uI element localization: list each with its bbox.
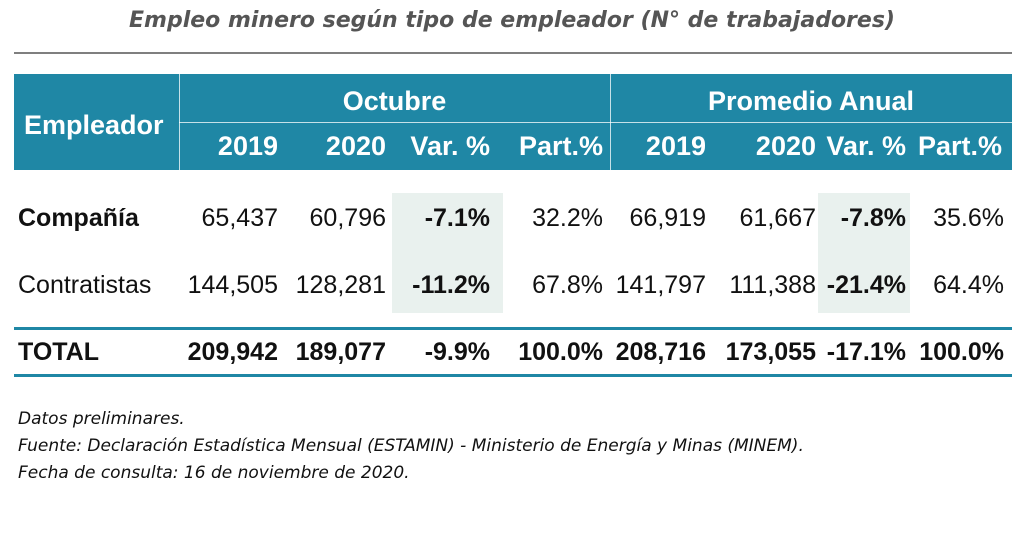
row-label: Compañía: [18, 204, 139, 232]
table-cell: 65,437: [201, 204, 278, 232]
table-cell: 208,716: [615, 338, 706, 366]
column-header: 2019: [645, 131, 706, 161]
table-cell: 100.0%: [518, 338, 603, 366]
table-cell: -7.1%: [424, 204, 490, 232]
column-header: 2019: [217, 131, 278, 161]
table-cell: 32.2%: [532, 204, 603, 232]
note-preliminary: Datos preliminares.: [18, 409, 185, 429]
column-header: Var. %: [410, 131, 490, 161]
footnotes: Datos preliminares. Fuente: Declaración …: [18, 406, 804, 487]
table-cell: 173,055: [725, 338, 816, 366]
note-query-date: Fecha de consulta: 16 de noviembre de 20…: [18, 463, 410, 483]
table-cell: 100.0%: [919, 338, 1004, 366]
table-cell: 141,797: [615, 271, 706, 299]
table-cell: 35.6%: [933, 204, 1004, 232]
row-label: TOTAL: [18, 338, 100, 366]
column-header: Part.%: [917, 131, 1002, 161]
table-cell: 60,796: [309, 204, 386, 232]
title-divider: [14, 52, 1012, 54]
table-cell: 111,388: [729, 271, 816, 299]
total-top-rule: [14, 327, 1012, 330]
highlight-var-promedio: [818, 193, 910, 313]
table-cell: 209,942: [187, 338, 278, 366]
table-cell: -21.4%: [826, 271, 906, 299]
note-source: Fuente: Declaración Estadística Mensual …: [18, 436, 804, 456]
header-row-label: Empleador: [24, 110, 164, 140]
table-cell: -11.2%: [412, 271, 490, 299]
column-group-octubre: Octubre: [342, 86, 447, 116]
column-header: Var. %: [826, 131, 906, 161]
table-cell: 144,505: [187, 271, 278, 299]
table-cell: 128,281: [295, 271, 386, 299]
table-cell: -9.9%: [424, 338, 490, 366]
column-header: 2020: [755, 131, 816, 161]
table-cell: 64.4%: [933, 271, 1004, 299]
total-bottom-rule: [14, 374, 1012, 377]
table-cell: -7.8%: [840, 204, 906, 232]
column-group-promedio-anual: Promedio Anual: [707, 86, 915, 116]
header-divider: [179, 122, 1012, 123]
column-header: Part.%: [518, 131, 603, 161]
table-cell: 189,077: [295, 338, 386, 366]
row-label: Contratistas: [18, 271, 152, 299]
chart-title: Empleo minero según tipo de empleador (N…: [129, 8, 895, 33]
table-cell: -17.1%: [826, 338, 906, 366]
table-cell: 61,667: [739, 204, 816, 232]
table-cell: 67.8%: [532, 271, 603, 299]
table-header: Empleador Octubre Promedio Anual 2019 20…: [14, 74, 1012, 170]
highlight-var-octubre: [392, 193, 503, 313]
column-header: 2020: [325, 131, 386, 161]
table-cell: 66,919: [629, 204, 706, 232]
